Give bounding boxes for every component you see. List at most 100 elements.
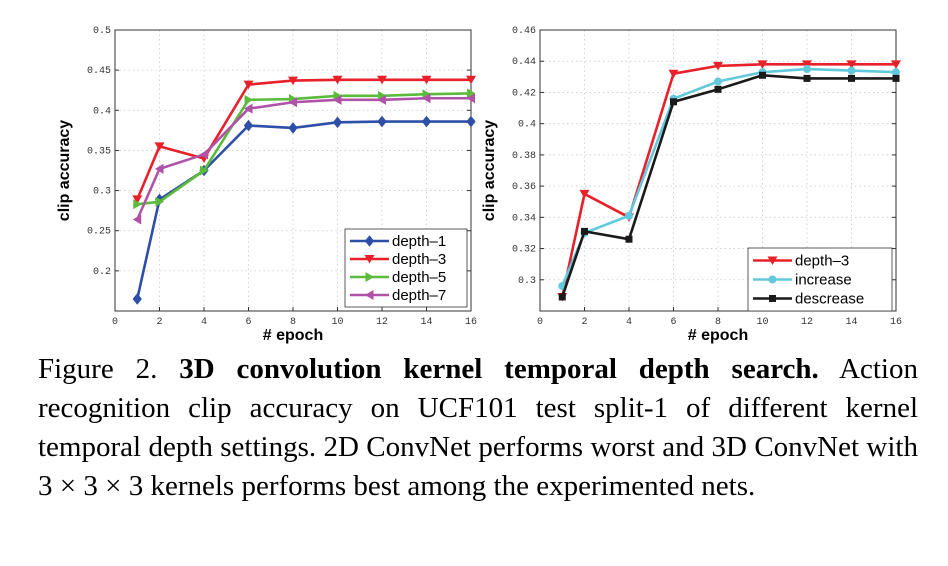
data-point: [155, 163, 164, 174]
data-point: [466, 93, 475, 104]
data-point: [846, 60, 857, 69]
y-tick-label: 0.36: [512, 182, 536, 193]
data-point: [244, 103, 253, 114]
x-tick-label: 16: [890, 317, 902, 328]
x-tick-label: 2: [581, 317, 587, 328]
x-tick-label: 12: [376, 317, 388, 328]
chart-varying-depth: 0 2 4 6 8 10 12 14 16 0.3 0.32 0.34 0.36 0.38 0.4 0.42 0…: [481, 26, 902, 344]
data-point: [847, 66, 856, 75]
y-axis-label: clip accuracy: [56, 120, 73, 222]
data-point: [132, 195, 143, 204]
legend-marker: [365, 290, 374, 300]
data-point: [132, 214, 142, 225]
x-tick-label: 6: [245, 317, 251, 328]
data-point: [803, 74, 811, 82]
y-tick-label: 0.38: [512, 151, 536, 162]
data-point: [579, 189, 590, 199]
caption-text: Action recognition clip accuracy on UCF1…: [38, 353, 918, 502]
legend-marker: [364, 235, 375, 247]
y-tick-label: 0.32: [512, 245, 536, 256]
data-point: [759, 71, 766, 79]
y-tick-label: 0.46: [512, 26, 536, 37]
data-point: [892, 68, 900, 77]
x-tick-label: 4: [201, 317, 207, 328]
x-tick-label: 8: [715, 317, 721, 328]
data-point: [244, 94, 253, 105]
y-tick-label: 0.25: [87, 227, 111, 238]
legend: depth–3 increase descrease: [747, 247, 893, 312]
y-tick-label: 0.42: [512, 88, 536, 99]
legend-label: depth–3: [392, 251, 446, 268]
data-point: [377, 115, 387, 128]
legend-label: increase: [795, 272, 852, 289]
legend-marker: [769, 295, 776, 302]
data-point: [132, 293, 142, 305]
x-axis-label: # epoch: [263, 327, 323, 344]
data-point: [466, 75, 476, 85]
y-tick-label: 0.34: [512, 213, 536, 224]
x-tick-label: 10: [331, 317, 343, 328]
legend-label: descrease: [795, 291, 864, 308]
data-point: [243, 119, 254, 132]
data-point: [668, 69, 679, 79]
legend-label: depth–3: [795, 253, 849, 270]
y-tick-label: 0.44: [512, 57, 536, 68]
data-point: [422, 93, 431, 104]
data-point: [199, 149, 208, 160]
x-tick-label: 8: [290, 317, 296, 328]
y-tick-label: 0.35: [87, 146, 111, 157]
data-point: [243, 80, 254, 90]
y-tick-label: 0.4: [518, 120, 536, 131]
data-point: [333, 94, 342, 105]
data-point: [421, 115, 432, 128]
data-point: [714, 77, 722, 86]
data-point: [467, 88, 476, 99]
x-tick-label: 0: [537, 317, 543, 328]
data-point: [713, 61, 723, 71]
legend-marker: [767, 256, 778, 265]
data-point: [288, 122, 298, 134]
caption-title: 3D convolution kernel temporal depth sea…: [179, 353, 819, 385]
legend-marker: [768, 275, 777, 284]
x-axis-label: # epoch: [688, 327, 748, 344]
caption-label: Figure 2.: [38, 353, 158, 385]
data-point: [625, 235, 633, 243]
figure-caption: Figure 2. 3D convolution kernel temporal…: [38, 350, 918, 506]
data-point: [625, 211, 633, 220]
x-tick-label: 16: [465, 317, 477, 328]
data-point: [288, 97, 297, 108]
chart-depth-comparison: 0 2 4 6 8 10 12 14 16 0.2 0.25 0.3 0.35 0.4 0.45 0.5 # e…: [56, 26, 477, 344]
data-point: [670, 98, 677, 106]
series-depth-7: [132, 93, 475, 225]
x-tick-label: 4: [626, 317, 632, 328]
data-point: [377, 94, 386, 105]
data-point: [714, 85, 722, 93]
data-point: [757, 60, 768, 69]
data-point: [558, 293, 566, 301]
legend-label: depth–5: [392, 269, 446, 286]
data-point: [803, 65, 811, 74]
y-tick-label: 0.3: [93, 187, 111, 198]
x-tick-label: 14: [420, 317, 432, 328]
x-tick-label: 12: [801, 317, 813, 328]
y-tick-label: 0.45: [87, 66, 111, 77]
data-point: [892, 74, 900, 82]
series-depth-3: [132, 75, 476, 204]
data-point: [154, 142, 165, 151]
x-tick-label: 2: [156, 317, 162, 328]
y-tick-label: 0.3: [518, 276, 536, 287]
data-point: [200, 165, 209, 176]
data-point: [891, 60, 901, 69]
data-point: [288, 76, 298, 86]
data-point: [332, 75, 343, 85]
x-tick-label: 6: [670, 317, 676, 328]
data-point: [581, 227, 588, 235]
y-tick-label: 0.5: [93, 26, 111, 37]
data-point: [848, 74, 855, 82]
y-tick-label: 0.4: [93, 106, 111, 117]
x-tick-label: 14: [845, 317, 857, 328]
data-point: [802, 60, 812, 69]
legend-marker: [365, 272, 374, 282]
data-point: [332, 116, 343, 129]
